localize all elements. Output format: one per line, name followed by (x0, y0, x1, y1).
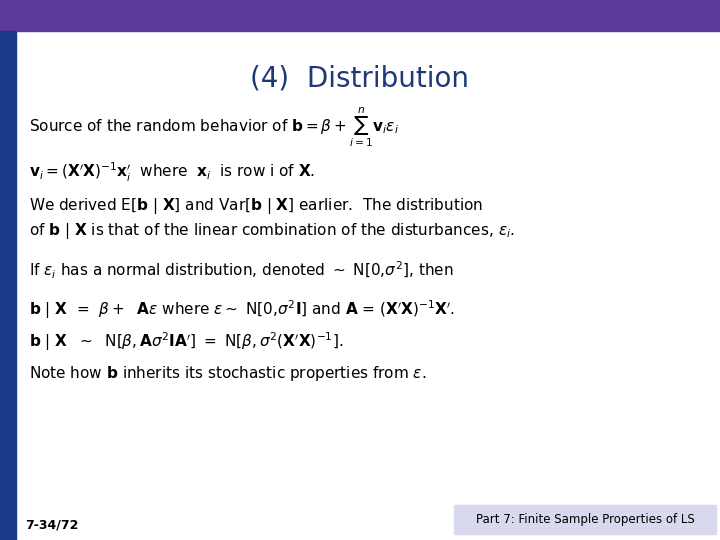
Bar (0, 0, 720, 31)
Text: of $\mathbf{b}$ | $\mathbf{X}$ is that of the linear combination of the disturba: of $\mathbf{b}$ | $\mathbf{X}$ is that o… (29, 221, 515, 241)
Text: Note how $\mathbf{b}$ inherits its stochastic properties from $\varepsilon$.: Note how $\mathbf{b}$ inherits its stoch… (29, 364, 426, 383)
Text: We derived E[$\mathbf{b}$ | $\mathbf{X}$] and Var[$\mathbf{b}$ | $\mathbf{X}$] e: We derived E[$\mathbf{b}$ | $\mathbf{X}$… (29, 196, 483, 217)
Text: (4)  Distribution: (4) Distribution (251, 64, 469, 92)
Text: $\mathbf{b}$ | $\mathbf{X}$  =  $\beta +$  $\mathbf{A}\varepsilon$ where $\varep: $\mathbf{b}$ | $\mathbf{X}$ = $\beta +$ … (29, 298, 455, 321)
Text: If $\varepsilon_i$ has a normal distribution, denoted $\sim$ N[0,$\sigma^2$], th: If $\varepsilon_i$ has a normal distribu… (29, 259, 454, 281)
Text: 7-34/72: 7-34/72 (25, 518, 78, 531)
Text: $\mathbf{b}$ | $\mathbf{X}$  $\sim$  N[$\beta, \mathbf{A}\sigma^2\mathbf{I}\math: $\mathbf{b}$ | $\mathbf{X}$ $\sim$ N[$\b… (29, 330, 343, 353)
Bar (454, 505, 716, 534)
Text: Source of the random behavior of $\mathbf{b} = \beta + \sum_{i=1}^{n} \mathbf{v}: Source of the random behavior of $\mathb… (29, 105, 399, 148)
Text: Part 7: Finite Sample Properties of LS: Part 7: Finite Sample Properties of LS (476, 513, 695, 526)
Bar (0, 31, 16, 540)
Text: $\mathbf{v}_i = (\mathbf{X'X})^{-1}\mathbf{x}_i'$  where  $\mathbf{x}_i$  is row: $\mathbf{v}_i = (\mathbf{X'X})^{-1}\math… (29, 161, 315, 184)
